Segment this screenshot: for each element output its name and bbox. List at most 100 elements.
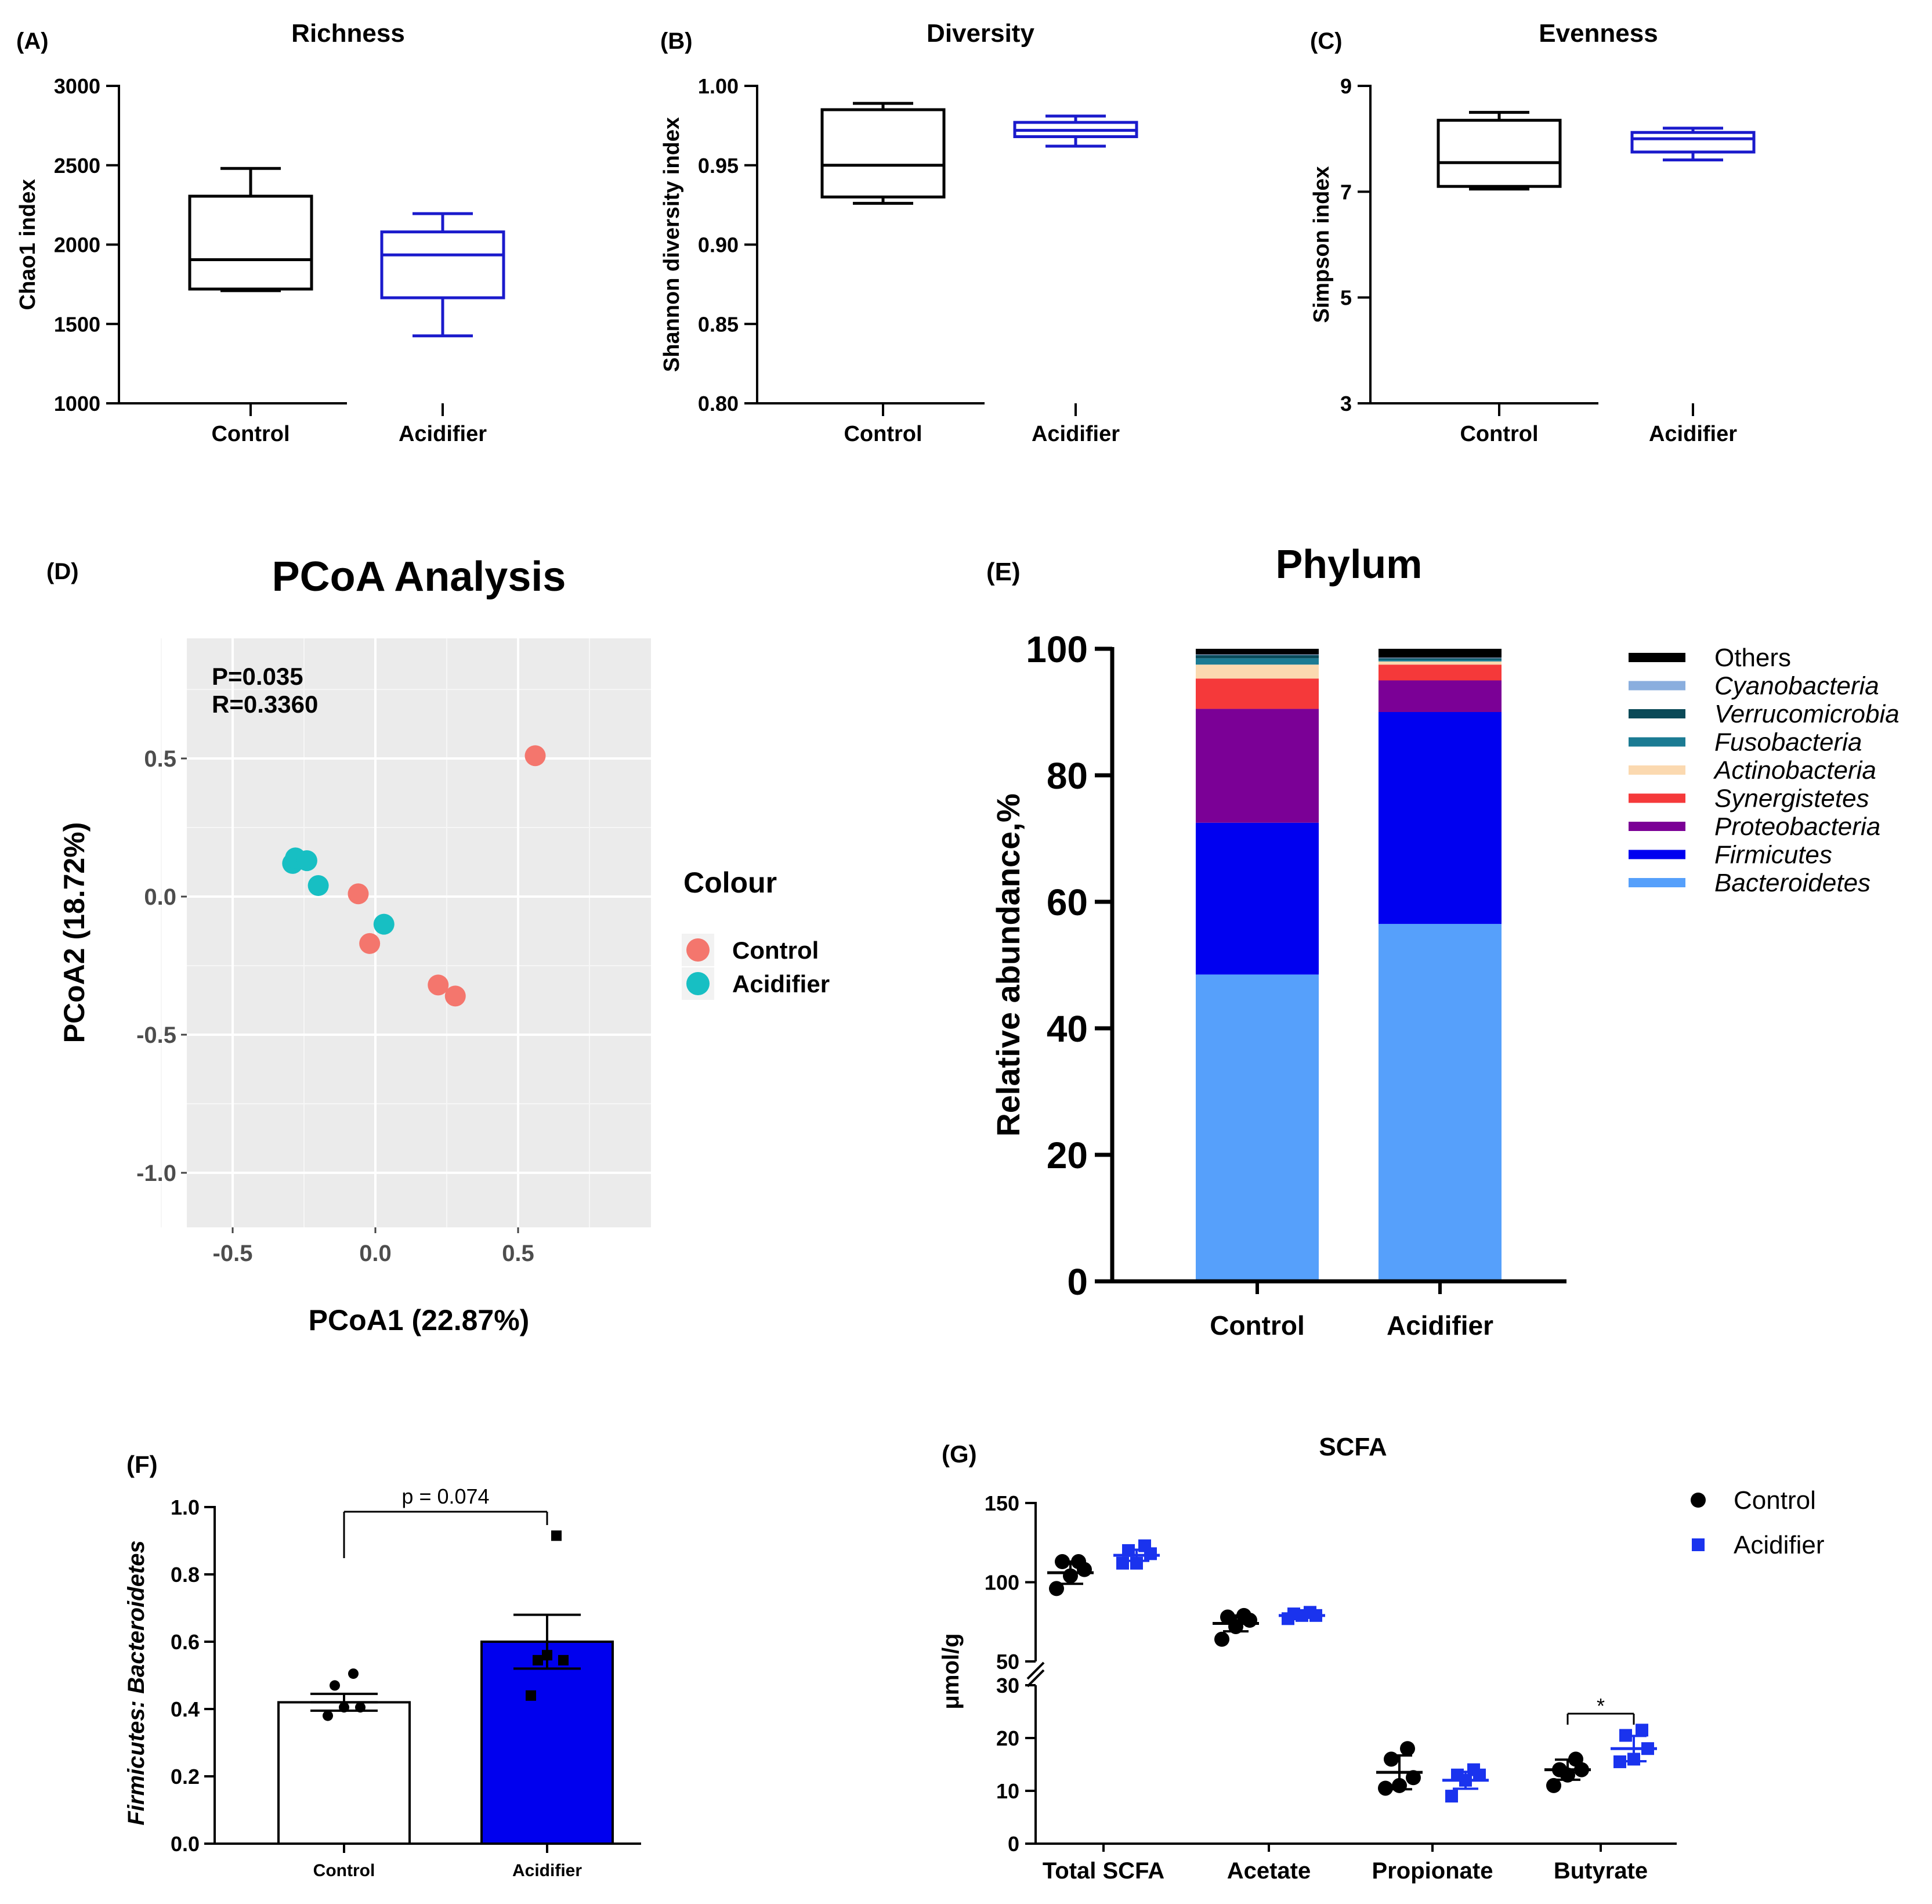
box-acidifier — [1630, 127, 1756, 162]
point-acidifier — [296, 850, 317, 872]
y-tick-label: 100 — [985, 1571, 1019, 1595]
data-point-acidifier — [1116, 1556, 1129, 1570]
y-tick-label: 0 — [1008, 1832, 1019, 1856]
legend-label: Acidifier — [1734, 1531, 1825, 1559]
iqr-box — [1630, 131, 1756, 154]
data-point-acidifier — [1636, 1724, 1648, 1737]
data-point-control — [1546, 1777, 1561, 1793]
panel-A: (A) Richness 1000 1500 2000 2500 3000 Chao1 ind… — [16, 19, 505, 446]
y-tick-label: 1500 — [54, 312, 100, 336]
data-point-acidifier — [1619, 1729, 1632, 1742]
y-axis-label: μmol/g — [938, 1633, 964, 1709]
panel-label: (D) — [46, 559, 79, 584]
panel-D: (D) PCoA Analysis -0.5 0.0 0.5 -1.0 -0.5 0.0 0.5… — [46, 554, 830, 1336]
legend-label: Verrucomicrobia — [1714, 700, 1900, 728]
x-tick-label: Control — [1210, 1310, 1305, 1341]
y-axis-label: Chao1 index — [16, 179, 40, 310]
data-point-control — [1214, 1631, 1229, 1647]
bar-control — [277, 1701, 411, 1845]
legend-label: Proteobacteria — [1714, 812, 1880, 841]
legend-swatch — [1629, 709, 1685, 718]
y-tick-label: 0.4 — [171, 1697, 200, 1721]
data-point-acidifier — [1122, 1544, 1135, 1557]
legend-swatch — [1629, 765, 1685, 775]
chart-title: PCoA Analysis — [272, 554, 566, 600]
x-tick-label: Control — [313, 1861, 375, 1880]
chart-title: Evenness — [1539, 19, 1658, 48]
segment-verrucomicrobia — [1196, 655, 1319, 659]
r-value-label: R=0.3360 — [212, 691, 318, 718]
x-tick-label: Control — [211, 422, 290, 446]
segment-synergistetes — [1379, 664, 1502, 681]
segment-actinobacteria — [1196, 664, 1319, 679]
data-point — [542, 1650, 552, 1661]
significance-bracket — [343, 1511, 548, 1558]
y-tick-label: 0.2 — [171, 1765, 200, 1789]
axis-break-mark — [1026, 1669, 1045, 1688]
iqr-box — [188, 194, 313, 291]
point-control — [444, 985, 466, 1007]
legend-swatch — [1629, 793, 1685, 803]
p-value-label: P=0.035 — [212, 663, 303, 690]
y-tick-label: 1000 — [54, 392, 100, 416]
bar-acidifier — [1379, 649, 1502, 1281]
y-tick-label: 0 — [1067, 1261, 1088, 1303]
y-tick-label: 0.95 — [698, 154, 739, 178]
legend-label: Synergistetes — [1714, 785, 1869, 813]
data-point-control — [1406, 1770, 1421, 1786]
iqr-box — [1437, 118, 1562, 188]
data-point — [551, 1530, 562, 1541]
legend-label: Control — [732, 937, 819, 964]
point-acidifier — [307, 875, 329, 896]
data-point-acidifier — [1138, 1539, 1151, 1552]
iqr-box — [820, 108, 946, 198]
data-point-control — [1552, 1762, 1567, 1777]
segment-fusobacteria — [1379, 659, 1502, 662]
data-point-control — [1392, 1777, 1407, 1793]
segment-actinobacteria — [1379, 661, 1502, 665]
y-tick-label: 150 — [985, 1491, 1019, 1515]
legend-title: Colour — [683, 866, 777, 899]
legend-swatch — [1629, 878, 1685, 887]
data-point-acidifier — [1130, 1556, 1143, 1570]
data-point-control — [1400, 1741, 1415, 1757]
legend-label: Actinobacteria — [1713, 756, 1876, 785]
segment-bacteroidetes — [1379, 924, 1502, 1281]
p-value-label: p = 0.074 — [401, 1484, 489, 1508]
data-point-acidifier — [1627, 1753, 1640, 1766]
segment-fusobacteria — [1196, 658, 1319, 665]
data-point — [526, 1690, 536, 1701]
bar-control — [1196, 649, 1319, 1281]
data-point-acidifier — [1445, 1790, 1458, 1803]
data-point-acidifier — [1467, 1763, 1480, 1776]
legend-swatch — [1629, 737, 1685, 747]
y-tick-label: 0.5 — [144, 746, 176, 772]
segment-cyanobacteria — [1379, 657, 1502, 659]
box-acidifier — [380, 212, 505, 338]
panel-label: (F) — [126, 1451, 158, 1478]
x-axis-label: PCoA1 (22.87%) — [309, 1304, 530, 1336]
y-tick-label: 40 — [1047, 1008, 1088, 1050]
data-point-acidifier — [1613, 1755, 1626, 1768]
x-tick-label: Control — [844, 422, 922, 446]
significance-star: * — [1597, 1694, 1605, 1718]
y-tick-label: 80 — [1047, 755, 1088, 797]
x-tick-label: -0.5 — [213, 1241, 253, 1266]
y-tick-label: 1.00 — [698, 74, 739, 98]
y-tick-label: 100 — [1026, 628, 1088, 670]
y-tick-label: 3000 — [54, 74, 100, 98]
y-axis-label: PCoA2 (18.72%) — [58, 822, 91, 1043]
bar-acidifier — [480, 1641, 614, 1845]
panel-label: (A) — [16, 28, 49, 54]
data-point — [558, 1654, 569, 1665]
data-point-acidifier — [1451, 1768, 1464, 1782]
box-acidifier — [1013, 114, 1138, 148]
point-control — [348, 883, 369, 905]
iqr-box — [380, 230, 505, 299]
data-point-acidifier — [1641, 1742, 1654, 1755]
y-tick-label: 20 — [1047, 1135, 1088, 1176]
panel-G: (G) SCFA 50 100 150 0 10 20 30 μmol/g Total SCFA Ac… — [938, 1433, 1825, 1884]
data-point — [355, 1702, 366, 1713]
data-point — [323, 1710, 333, 1721]
